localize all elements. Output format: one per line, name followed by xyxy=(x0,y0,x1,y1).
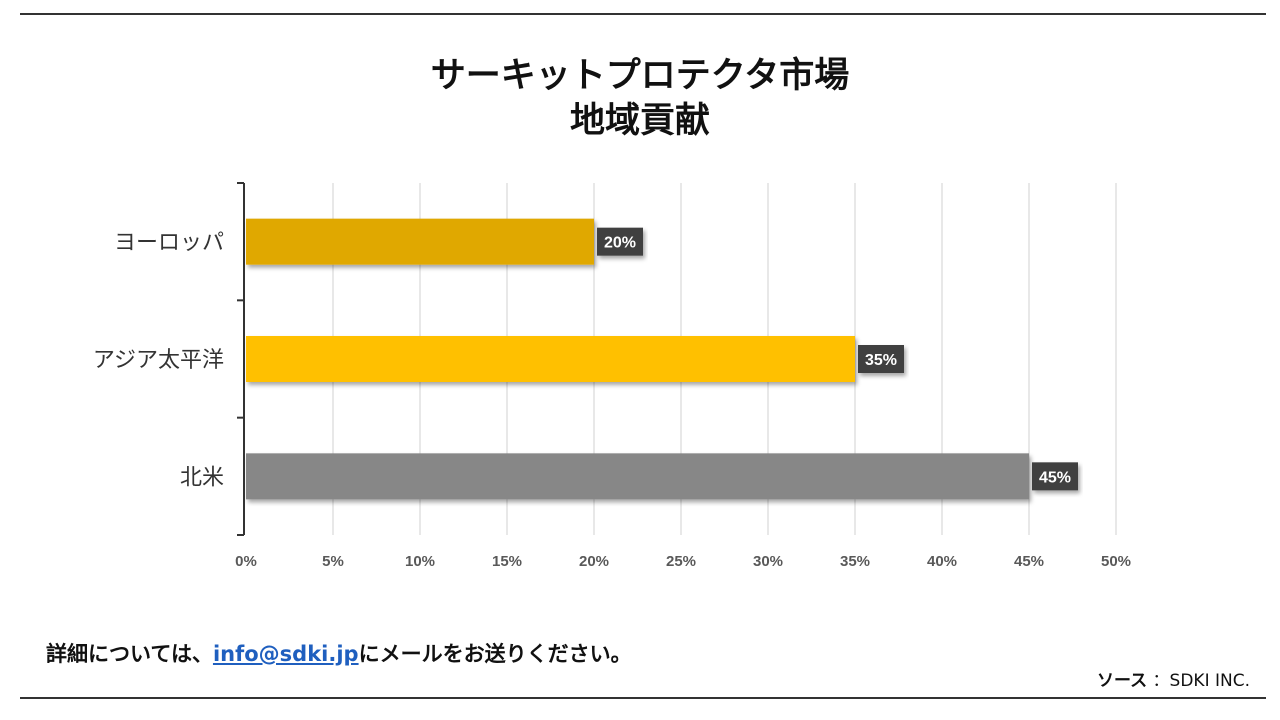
contact-prefix: 詳細については、 xyxy=(46,642,213,666)
x-tick-label: 5% xyxy=(322,553,344,570)
top-rule xyxy=(20,13,1266,15)
data-label: 20% xyxy=(604,235,636,252)
bar xyxy=(246,218,594,265)
source-credit: ソース ：SDKI INC. xyxy=(1097,666,1250,691)
x-tick-label: 15% xyxy=(492,553,522,570)
data-label: 35% xyxy=(865,352,897,369)
data-labels: 20% 35% 45% xyxy=(597,227,1078,491)
source-label: ソース xyxy=(1096,671,1148,691)
chart-title-line1: サーキットプロテクタ市場 xyxy=(430,56,850,96)
bottom-rule xyxy=(20,697,1266,699)
x-tick-label: 35% xyxy=(840,553,870,570)
x-tick-label: 0% xyxy=(235,553,257,570)
category-axis xyxy=(237,182,245,536)
category-label: 北米 xyxy=(180,465,224,490)
bar xyxy=(246,453,1029,500)
x-tick-label: 50% xyxy=(1101,553,1131,570)
x-tick-label: 30% xyxy=(753,553,783,570)
category-label: ヨーロッパ xyxy=(114,231,224,256)
data-label-box xyxy=(858,345,904,373)
bar xyxy=(246,336,855,382)
x-tick-label: 40% xyxy=(927,553,957,570)
x-tick-label: 45% xyxy=(1014,553,1044,570)
data-label-box xyxy=(597,227,643,256)
chart-title-line2: 地域貢献 xyxy=(569,101,710,141)
bars xyxy=(246,218,1029,500)
x-tick-label: 10% xyxy=(405,553,435,570)
data-label-box xyxy=(1032,462,1078,491)
contact-suffix: にメールをお送りください。 xyxy=(358,642,632,666)
contact-note: 詳細については、info@sdki.jpにメールをお送りください。 xyxy=(46,638,632,668)
data-label: 45% xyxy=(1039,469,1071,486)
source-value: ：SDKI INC. xyxy=(1152,671,1250,691)
email-link[interactable]: info@sdki.jp xyxy=(212,642,359,666)
category-label: アジア太平洋 xyxy=(93,348,224,373)
x-tick-label: 20% xyxy=(579,553,609,570)
x-tick-label: 25% xyxy=(666,553,696,570)
x-axis-ticks: 0% 5% 10% 15% 20% 25% 30% 35% 40% 45% 50% xyxy=(235,553,1131,570)
